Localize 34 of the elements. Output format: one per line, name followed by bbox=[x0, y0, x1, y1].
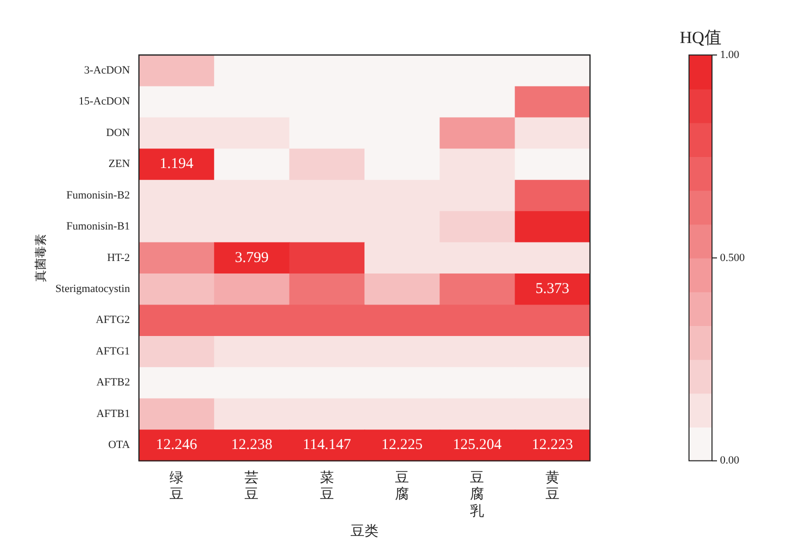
x-axis-title: 豆类 bbox=[350, 523, 378, 540]
data-label: 5.373 bbox=[536, 281, 570, 298]
x-tick-label: 黄豆 bbox=[545, 470, 560, 503]
y-tick-label: OTA bbox=[108, 439, 130, 452]
color-bar-label: 0.500 bbox=[720, 252, 746, 264]
x-tick-label: 豆腐乳 bbox=[470, 470, 484, 520]
x-tick-label: 豆腐 bbox=[395, 470, 410, 503]
x-tick-label: 菜豆 bbox=[320, 470, 334, 503]
data-label: 3.799 bbox=[234, 250, 269, 266]
y-tick-label: HT-2 bbox=[107, 252, 130, 264]
y-tick-label: ZEN bbox=[108, 158, 130, 170]
x-tick-label: 芸豆 bbox=[244, 470, 259, 503]
color-bar-label: 0.00 bbox=[720, 454, 740, 467]
x-tick-label: 绿豆 bbox=[170, 470, 184, 503]
y-tick-label: Fumonisin-B1 bbox=[66, 220, 130, 233]
y-tick-label: DON bbox=[106, 126, 130, 139]
y-axis-title: 真菌毒素 bbox=[33, 234, 48, 282]
data-label: 12.246 bbox=[156, 437, 198, 454]
y-tick-label: 15-AcDON bbox=[78, 96, 130, 108]
data-label: 12.238 bbox=[231, 437, 272, 454]
color-bar-label: 1.00 bbox=[720, 48, 740, 61]
y-tick-label: Sterigmatocystin bbox=[55, 283, 130, 296]
y-tick-label: AFTG1 bbox=[96, 345, 130, 358]
data-label: 114.147 bbox=[302, 437, 352, 454]
y-tick-label: AFTG2 bbox=[96, 314, 130, 326]
data-label: 1.194 bbox=[160, 156, 194, 172]
y-tick-label: 3-AcDON bbox=[84, 64, 130, 76]
y-tick-label: AFTB1 bbox=[96, 408, 130, 420]
data-label: 125.204 bbox=[452, 437, 502, 454]
y-tick-label: AFTB2 bbox=[96, 376, 130, 389]
data-label: 12.225 bbox=[381, 437, 423, 454]
color-bar-title: HQ值 bbox=[680, 28, 722, 47]
data-label: 12.223 bbox=[532, 437, 574, 454]
y-tick-label: Fumonisin-B2 bbox=[66, 189, 130, 202]
